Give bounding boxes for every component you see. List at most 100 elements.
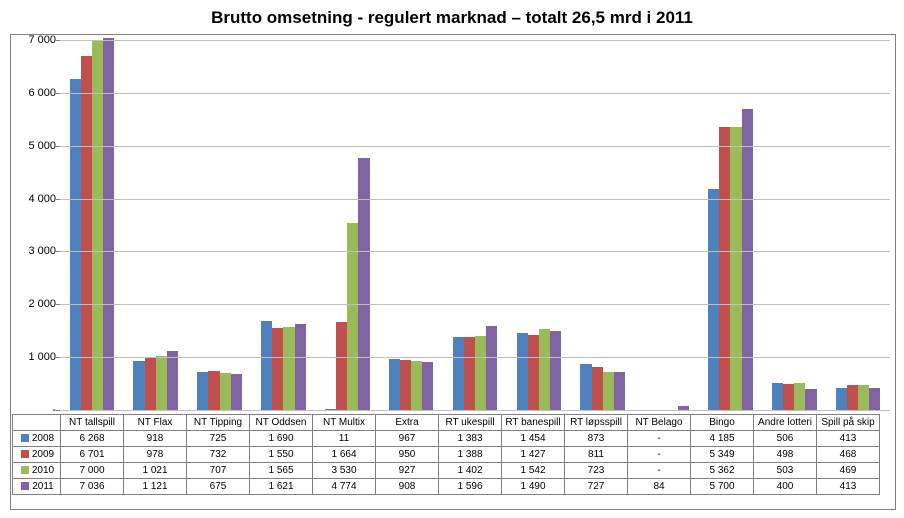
- table-cell: 469: [817, 463, 880, 479]
- table-cell: 4 185: [691, 431, 754, 447]
- bar: [231, 374, 242, 410]
- bar: [486, 326, 497, 410]
- table-cell: 5 700: [691, 479, 754, 495]
- y-tick-label: 5 000: [12, 140, 56, 152]
- table-cell: 723: [565, 463, 628, 479]
- bar: [358, 158, 369, 410]
- table-cell: 1 565: [250, 463, 313, 479]
- y-tickmark: [56, 93, 60, 94]
- table-cell: 7 000: [61, 463, 124, 479]
- table-cell: 675: [187, 479, 250, 495]
- gridline: [60, 40, 890, 41]
- table-column-header: NT tallspill: [61, 415, 124, 431]
- table-cell: 1 383: [439, 431, 502, 447]
- table-cell: 6 701: [61, 447, 124, 463]
- bar: [336, 322, 347, 410]
- bar: [847, 385, 858, 410]
- gridline: [60, 410, 890, 411]
- table-cell: -: [628, 447, 691, 463]
- gridline: [60, 146, 890, 147]
- legend-label: 2011: [32, 481, 54, 492]
- bar: [742, 109, 753, 410]
- bar: [220, 373, 231, 410]
- table-cell: 413: [817, 431, 880, 447]
- table-cell: 967: [376, 431, 439, 447]
- gridline: [60, 199, 890, 200]
- bar: [411, 361, 422, 410]
- gridline: [60, 304, 890, 305]
- y-tickmark: [56, 357, 60, 358]
- table-cell: 1 388: [439, 447, 502, 463]
- bar: [389, 359, 400, 410]
- bar: [805, 389, 816, 410]
- table-column-header: NT Multix: [313, 415, 376, 431]
- table-column-header: RT løpsspill: [565, 415, 628, 431]
- y-tickmark: [56, 304, 60, 305]
- y-tick-label: 6 000: [12, 87, 56, 99]
- table-cell: 918: [124, 431, 187, 447]
- table-column-header: RT banespill: [502, 415, 565, 431]
- table-cell: 873: [565, 431, 628, 447]
- y-tick-label: 4 000: [12, 193, 56, 205]
- table-cell: 3 530: [313, 463, 376, 479]
- plot-area: [60, 40, 890, 410]
- bar: [772, 383, 783, 410]
- bar: [794, 383, 805, 410]
- y-tickmark: [56, 40, 60, 41]
- table-column-header: NT Flax: [124, 415, 187, 431]
- table-cell: 1 621: [250, 479, 313, 495]
- table-cell: 1 596: [439, 479, 502, 495]
- bar: [783, 384, 794, 410]
- bar: [283, 327, 294, 410]
- bar: [603, 372, 614, 410]
- bar: [422, 362, 433, 410]
- table-column-header: RT ukespill: [439, 415, 502, 431]
- table-corner: [13, 415, 61, 431]
- gridline: [60, 357, 890, 358]
- bar: [869, 388, 880, 410]
- table-column-header: Extra: [376, 415, 439, 431]
- bar: [539, 329, 550, 411]
- table-cell: 811: [565, 447, 628, 463]
- legend-swatch: [21, 450, 29, 458]
- table-cell: 498: [754, 447, 817, 463]
- table-cell: 1 021: [124, 463, 187, 479]
- table-cell: 908: [376, 479, 439, 495]
- table-cell: 11: [313, 431, 376, 447]
- legend-label: 2009: [32, 449, 54, 460]
- bar: [528, 335, 539, 410]
- y-tickmark: [56, 146, 60, 147]
- legend-cell: 2011: [13, 479, 61, 495]
- table-cell: 5 362: [691, 463, 754, 479]
- table-cell: 7 036: [61, 479, 124, 495]
- legend-cell: 2009: [13, 447, 61, 463]
- y-tick-label: 7 000: [12, 34, 56, 46]
- bar: [197, 372, 208, 410]
- bar: [464, 337, 475, 410]
- gridline: [60, 93, 890, 94]
- y-tick-label: 3 000: [12, 245, 56, 257]
- table-cell: 978: [124, 447, 187, 463]
- table-cell: 1 454: [502, 431, 565, 447]
- table-cell: 1 542: [502, 463, 565, 479]
- table-cell: 6 268: [61, 431, 124, 447]
- table-cell: 727: [565, 479, 628, 495]
- table-column-header: Bingo: [691, 415, 754, 431]
- bar: [730, 127, 741, 410]
- table-cell: 1 121: [124, 479, 187, 495]
- y-tickmark: [56, 251, 60, 252]
- y-tick-label: 2 000: [12, 298, 56, 310]
- table-cell: 84: [628, 479, 691, 495]
- bar: [103, 38, 114, 410]
- bar: [400, 360, 411, 410]
- bar: [708, 189, 719, 410]
- bar: [295, 324, 306, 410]
- bar: [453, 337, 464, 410]
- legend-label: 2010: [32, 465, 54, 476]
- bar: [858, 385, 869, 410]
- y-tickmark: [56, 410, 60, 411]
- legend-swatch: [21, 466, 29, 474]
- table-cell: 1 664: [313, 447, 376, 463]
- table-cell: 413: [817, 479, 880, 495]
- bar: [592, 367, 603, 410]
